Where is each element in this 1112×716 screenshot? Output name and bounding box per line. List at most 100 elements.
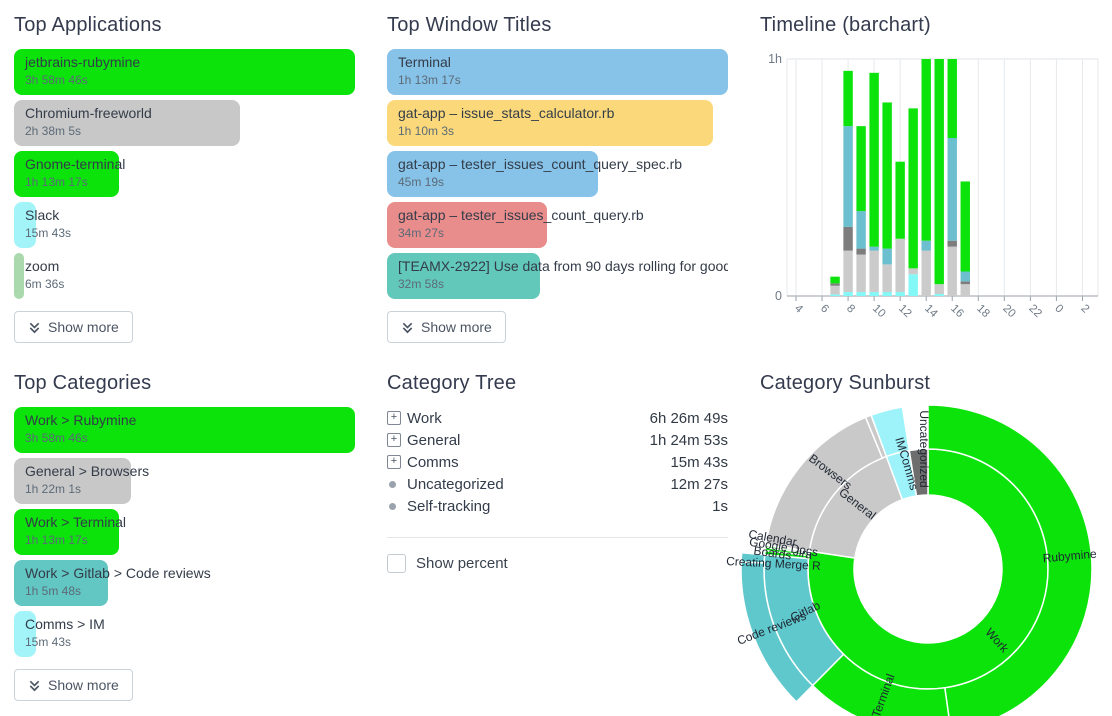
timeline-bar-segment-hour-17 [960,281,970,285]
bar-label: zoom [25,258,60,274]
bar-row: gat-app – issue_stats_calculator.rb 1h 10… [387,100,728,146]
bar-fill [14,509,119,555]
bar-duration: 1h 13m 17s [398,73,461,87]
bar-label: [TEAMX-2922] Use data from 90 days rolli… [398,258,728,274]
tree-row-self-tracking: Self-tracking 1s [387,495,728,517]
timeline-bar-segment-hour-15 [934,294,944,296]
bar-label: jetbrains-rubymine [25,54,141,70]
bullet-icon [389,502,396,510]
bar-row: zoom 6m 36s [14,253,355,299]
x-tick-label: 12 [896,303,914,321]
bar-row: gat-app – tester_issues_count_query_spec… [387,151,728,197]
timeline-bar-segment-hour-14 [921,240,931,251]
tree-row-comms: + Comms 15m 43s [387,451,728,473]
panel-top-categories: Top Categories Work > Rubymine 3h 58m 46s… [14,368,355,716]
sunburst-segment-im [870,406,911,458]
bar-label: Work > Terminal [25,514,127,530]
bar-label: Gnome-terminal [25,156,126,172]
bar-duration: 1h 22m 1s [25,482,82,496]
bar-fill [14,611,37,657]
timeline-bar-segment-hour-9 [856,211,866,249]
tree-value: 12m 27s [670,475,728,493]
timeline-bar-segment-hour-13 [908,268,918,275]
show-more-button-window-titles[interactable]: Show more [387,311,506,343]
tree-expander-icon[interactable]: + [387,455,401,469]
panel-title-category-sunburst: Category Sunburst [760,372,931,394]
panel-top-window-titles: Top Window Titles Terminal 1h 13m 17s gat-… [387,10,728,354]
bar-text: Chromium-freeworld 2h 38m 5s [25,105,152,138]
x-tick-label: 0 [1052,303,1065,316]
bar-text: Work > Terminal 1h 13m 17s [25,514,126,547]
panel-title-top-window-titles: Top Window Titles [387,14,552,36]
timeline-bar-segment-hour-8 [843,292,853,296]
panel-timeline-barchart: Timeline (barchart) 4 6 8 10 12 14 16 18 20 22 0 2 1… [760,10,1101,354]
timeline-bar-segment-hour-9 [856,248,866,255]
bar-label: General > Browsers [25,463,150,479]
show-more-button-categories[interactable]: Show more [14,669,133,701]
top-applications-list: jetbrains-rubymine 3h 58m 46s Chromium-fre… [14,49,355,299]
bar-row: Comms > IM 15m 43s [14,611,355,657]
sunburst-segment-rubymine [927,404,1093,716]
tree-value: 15m 43s [670,453,728,471]
bar-duration: 15m 43s [25,226,72,240]
show-more-label: Show more [421,319,492,335]
bar-duration: 3h 58m 46s [25,431,88,445]
timeline-bar-segment-hour-10 [869,250,879,293]
timeline-bar-segment-hour-8 [843,250,853,293]
timeline-bar-segment-hour-11 [882,264,892,293]
bar-duration: 2h 38m 5s [25,124,82,138]
bar-row: [TEAMX-2922] Use data from 90 days rolli… [387,253,728,299]
show-percent-label: Show percent [416,555,508,572]
timeline-bar-segment-hour-12 [895,161,905,239]
bar-label: gat-app – tester_issues_count_query_spec… [398,156,683,172]
bar-duration: 1h 13m 17s [25,533,88,547]
timeline-bar-segment-hour-15 [934,284,944,295]
category-tree-list: + Work 6h 26m 49s + General 1h 24m 53s + Comms 1… [387,407,728,517]
sunburst-segment-creating-merge-r [740,551,766,564]
bar-row: Gnome-terminal 1h 13m 17s [14,151,355,197]
x-tick-label: 20 [1000,303,1018,321]
tree-expander-icon[interactable]: + [387,411,401,425]
divider [387,537,728,538]
bar-text: Slack 15m 43s [25,207,71,240]
tree-expander-icon[interactable]: + [387,433,401,447]
bar-text: Work > Gitlab > Code reviews 1h 5m 48s [25,565,211,598]
bar-row: General > Browsers 1h 22m 1s [14,458,355,504]
bar-text: gat-app – tester_issues_count_query_spec… [398,156,682,189]
panel-title-category-tree: Category Tree [387,372,517,394]
bar-duration: 6m 36s [25,277,65,291]
timeline-bar-segment-hour-12 [895,238,905,293]
timeline-bar-segment-hour-16 [947,59,957,138]
timeline-bar-segment-hour-7 [830,294,840,296]
bar-duration: 34m 27s [398,226,445,240]
x-tick-label: 10 [870,303,888,321]
sunburst-segment-uncategorized [908,448,929,497]
bar-fill [387,253,541,299]
tree-row-general: + General 1h 24m 53s [387,429,728,451]
tree-label: Comms [407,453,459,471]
bar-fill [14,253,24,299]
timeline-bar-segment-hour-8 [843,226,853,251]
tree-value: 1h 24m 53s [649,431,728,449]
show-more-button-applications[interactable]: Show more [14,311,133,343]
show-percent-checkbox[interactable] [387,554,406,573]
bar-text: jetbrains-rubymine 3h 58m 46s [25,54,140,87]
bar-text: Terminal 1h 13m 17s [398,54,461,87]
bar-label: Work > Rubymine [25,412,137,428]
timeline-bar-segment-hour-17 [960,181,970,272]
timeline-bar-segment-hour-10 [869,246,879,251]
sunburst-label-rubymine: Rubymine [1042,547,1097,566]
timeline-bar-segment-hour-10 [869,292,879,296]
bar-text: gat-app – issue_stats_calculator.rb 1h 10… [398,105,614,138]
bar-duration: 1h 10m 3s [398,124,455,138]
bar-fill [387,49,728,95]
sunburst-label-creating-merge-r: Creating Merge R [726,554,822,573]
bar-text: Gnome-terminal 1h 13m 17s [25,156,125,189]
bar-row: gat-app – tester_issues_count_query.rb 34… [387,202,728,248]
sunburst-label-uncategorized: Uncategorized [917,410,931,487]
timeline-bar-segment-hour-10 [869,72,879,247]
bar-row: jetbrains-rubymine 3h 58m 46s [14,49,355,95]
